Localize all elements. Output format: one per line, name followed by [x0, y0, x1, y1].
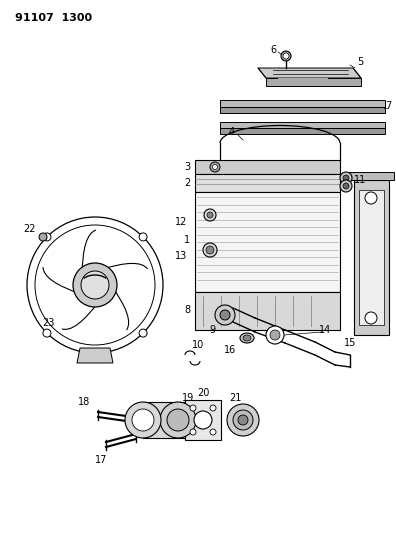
Text: 7: 7 [385, 101, 391, 111]
Circle shape [220, 310, 230, 320]
Text: 19: 19 [182, 393, 194, 403]
Circle shape [215, 305, 235, 325]
Bar [195, 174, 340, 192]
Circle shape [207, 212, 213, 218]
Polygon shape [143, 402, 188, 438]
Polygon shape [77, 348, 113, 363]
Circle shape [125, 402, 161, 438]
Text: 1: 1 [184, 235, 190, 245]
Circle shape [206, 246, 214, 254]
Polygon shape [354, 180, 389, 335]
Circle shape [81, 271, 109, 299]
Polygon shape [220, 100, 385, 107]
Bar [185, 400, 221, 440]
Text: 5: 5 [357, 57, 363, 67]
Polygon shape [220, 128, 385, 134]
Polygon shape [220, 122, 385, 128]
Circle shape [238, 415, 248, 425]
Circle shape [340, 172, 352, 184]
Text: 4: 4 [229, 127, 235, 137]
Circle shape [132, 409, 154, 431]
Circle shape [160, 402, 196, 438]
Circle shape [43, 329, 51, 337]
Circle shape [204, 209, 216, 221]
Text: 91107  1300: 91107 1300 [15, 13, 92, 23]
Text: 23: 23 [42, 318, 54, 328]
Circle shape [139, 233, 147, 241]
Circle shape [340, 180, 352, 192]
Circle shape [27, 217, 163, 353]
Polygon shape [278, 78, 328, 86]
Circle shape [190, 429, 196, 435]
Circle shape [343, 175, 349, 181]
Bar [195, 292, 340, 330]
Circle shape [203, 243, 217, 257]
Bar [359, 190, 384, 325]
Text: 10: 10 [192, 340, 204, 350]
Bar [195, 192, 340, 292]
Circle shape [365, 312, 377, 324]
Text: 18: 18 [78, 397, 90, 407]
Circle shape [43, 233, 51, 241]
Circle shape [210, 405, 216, 411]
Circle shape [190, 405, 196, 411]
Text: 15: 15 [344, 338, 356, 348]
Text: 17: 17 [95, 455, 107, 465]
Circle shape [365, 192, 377, 204]
Circle shape [233, 410, 253, 430]
Polygon shape [266, 78, 361, 86]
Text: 11: 11 [354, 175, 366, 185]
Circle shape [270, 330, 280, 340]
Ellipse shape [243, 335, 251, 341]
Circle shape [283, 53, 289, 59]
Circle shape [213, 165, 217, 169]
Text: 20: 20 [197, 388, 209, 398]
Text: 3: 3 [184, 162, 190, 172]
Text: 9: 9 [209, 325, 215, 335]
Polygon shape [220, 107, 385, 113]
Circle shape [227, 404, 259, 436]
Circle shape [210, 429, 216, 435]
Text: 6: 6 [270, 45, 276, 55]
Circle shape [167, 409, 189, 431]
Text: 12: 12 [175, 217, 187, 227]
Circle shape [73, 263, 117, 307]
Bar [195, 160, 340, 174]
Ellipse shape [240, 333, 254, 343]
Text: 2: 2 [184, 178, 190, 188]
Circle shape [343, 183, 349, 189]
Text: 22: 22 [23, 224, 35, 234]
Polygon shape [349, 172, 394, 180]
Text: 16: 16 [224, 345, 236, 355]
Circle shape [210, 162, 220, 172]
Circle shape [194, 411, 212, 429]
Circle shape [281, 51, 291, 61]
Polygon shape [258, 68, 361, 78]
Text: 13: 13 [175, 251, 187, 261]
Circle shape [266, 326, 284, 344]
Text: 21: 21 [229, 393, 241, 403]
Text: 8: 8 [184, 305, 190, 315]
Text: 14: 14 [319, 325, 331, 335]
Circle shape [39, 233, 47, 241]
Circle shape [139, 329, 147, 337]
